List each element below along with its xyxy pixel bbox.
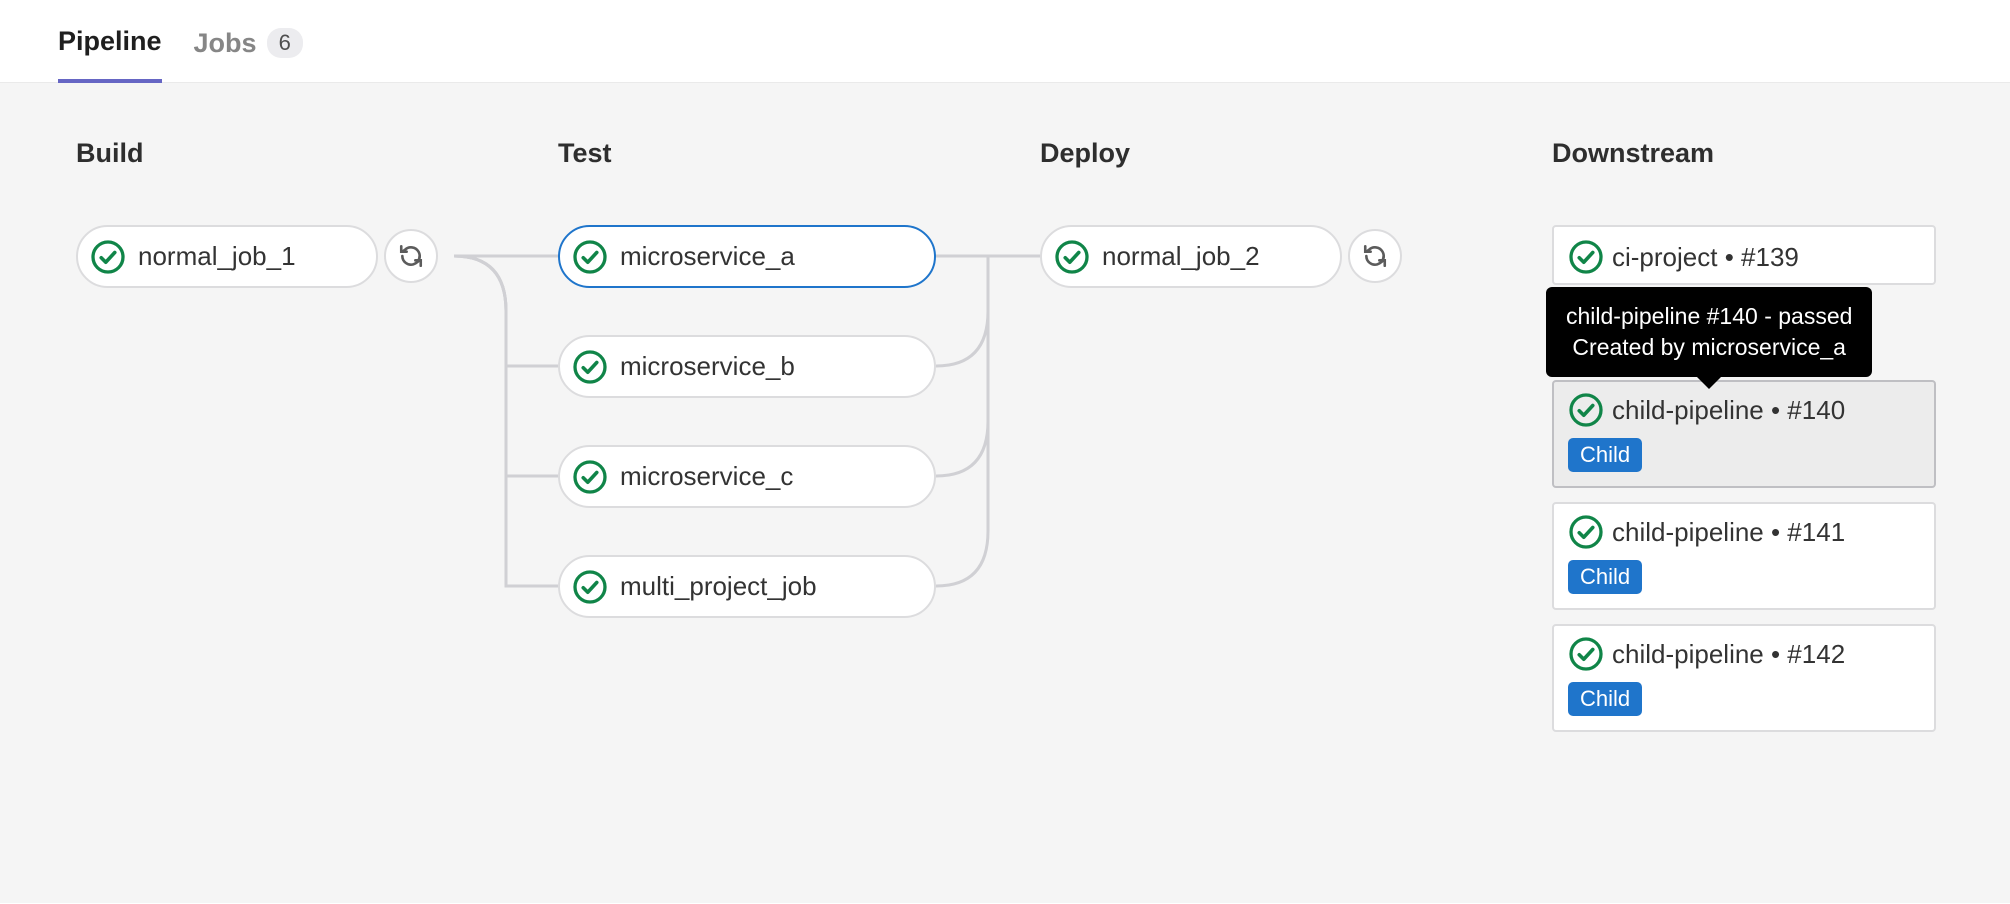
downstream-child-pipeline-140[interactable]: child-pipeline • #140 Child bbox=[1552, 380, 1936, 488]
job-label: microservice_a bbox=[620, 241, 795, 272]
downstream-child-pipeline-141[interactable]: child-pipeline • #141 Child bbox=[1552, 502, 1936, 610]
stage-title-downstream: Downstream bbox=[1552, 138, 1714, 169]
child-badge: Child bbox=[1568, 682, 1642, 716]
status-passed-icon bbox=[1568, 636, 1604, 672]
child-badge: Child bbox=[1568, 560, 1642, 594]
downstream-label: child-pipeline • #142 bbox=[1612, 639, 1845, 670]
tab-pipeline[interactable]: Pipeline bbox=[58, 26, 162, 83]
stage-title-deploy: Deploy bbox=[1040, 138, 1130, 169]
job-microservice-a[interactable]: microservice_a bbox=[558, 225, 936, 288]
status-passed-icon bbox=[90, 239, 126, 275]
child-badge: Child bbox=[1568, 438, 1642, 472]
jobs-count-badge: 6 bbox=[267, 28, 303, 58]
job-label: normal_job_1 bbox=[138, 241, 296, 272]
downstream-child-pipeline-142[interactable]: child-pipeline • #142 Child bbox=[1552, 624, 1936, 732]
retry-button-build-1[interactable] bbox=[384, 229, 438, 283]
job-label: normal_job_2 bbox=[1102, 241, 1260, 272]
status-passed-icon bbox=[572, 459, 608, 495]
pipeline-connectors bbox=[0, 83, 2010, 903]
downstream-tooltip: child-pipeline #140 - passed Created by … bbox=[1546, 287, 1872, 377]
tab-jobs-label: Jobs bbox=[194, 28, 257, 59]
retry-icon bbox=[1362, 243, 1388, 269]
job-multi-project-job[interactable]: multi_project_job bbox=[558, 555, 936, 618]
job-microservice-c[interactable]: microservice_c bbox=[558, 445, 936, 508]
job-label: microservice_c bbox=[620, 461, 793, 492]
stage-title-build: Build bbox=[76, 138, 144, 169]
job-label: multi_project_job bbox=[620, 571, 817, 602]
job-microservice-b[interactable]: microservice_b bbox=[558, 335, 936, 398]
downstream-label: child-pipeline • #141 bbox=[1612, 517, 1845, 548]
tooltip-line-2: Created by microservice_a bbox=[1566, 332, 1852, 363]
tab-jobs[interactable]: Jobs 6 bbox=[194, 28, 303, 81]
tooltip-line-1: child-pipeline #140 - passed bbox=[1566, 301, 1852, 332]
status-passed-icon bbox=[572, 349, 608, 385]
status-passed-icon bbox=[572, 569, 608, 605]
job-normal-job-2[interactable]: normal_job_2 bbox=[1040, 225, 1342, 288]
status-passed-icon bbox=[1054, 239, 1090, 275]
pipeline-graph: Build Test Deploy Downstream normal_job_… bbox=[0, 83, 2010, 903]
retry-icon bbox=[398, 243, 424, 269]
stage-title-test: Test bbox=[558, 138, 612, 169]
retry-button-deploy-1[interactable] bbox=[1348, 229, 1402, 283]
pipeline-tabs: Pipeline Jobs 6 bbox=[0, 0, 2010, 83]
downstream-label: child-pipeline • #140 bbox=[1612, 395, 1845, 426]
status-passed-icon bbox=[1568, 514, 1604, 550]
downstream-label: ci-project • #139 bbox=[1612, 242, 1799, 273]
job-label: microservice_b bbox=[620, 351, 795, 382]
status-passed-icon bbox=[1568, 239, 1604, 275]
status-passed-icon bbox=[572, 239, 608, 275]
downstream-ci-project-139[interactable]: ci-project • #139 bbox=[1552, 225, 1936, 285]
status-passed-icon bbox=[1568, 392, 1604, 428]
job-normal-job-1[interactable]: normal_job_1 bbox=[76, 225, 378, 288]
